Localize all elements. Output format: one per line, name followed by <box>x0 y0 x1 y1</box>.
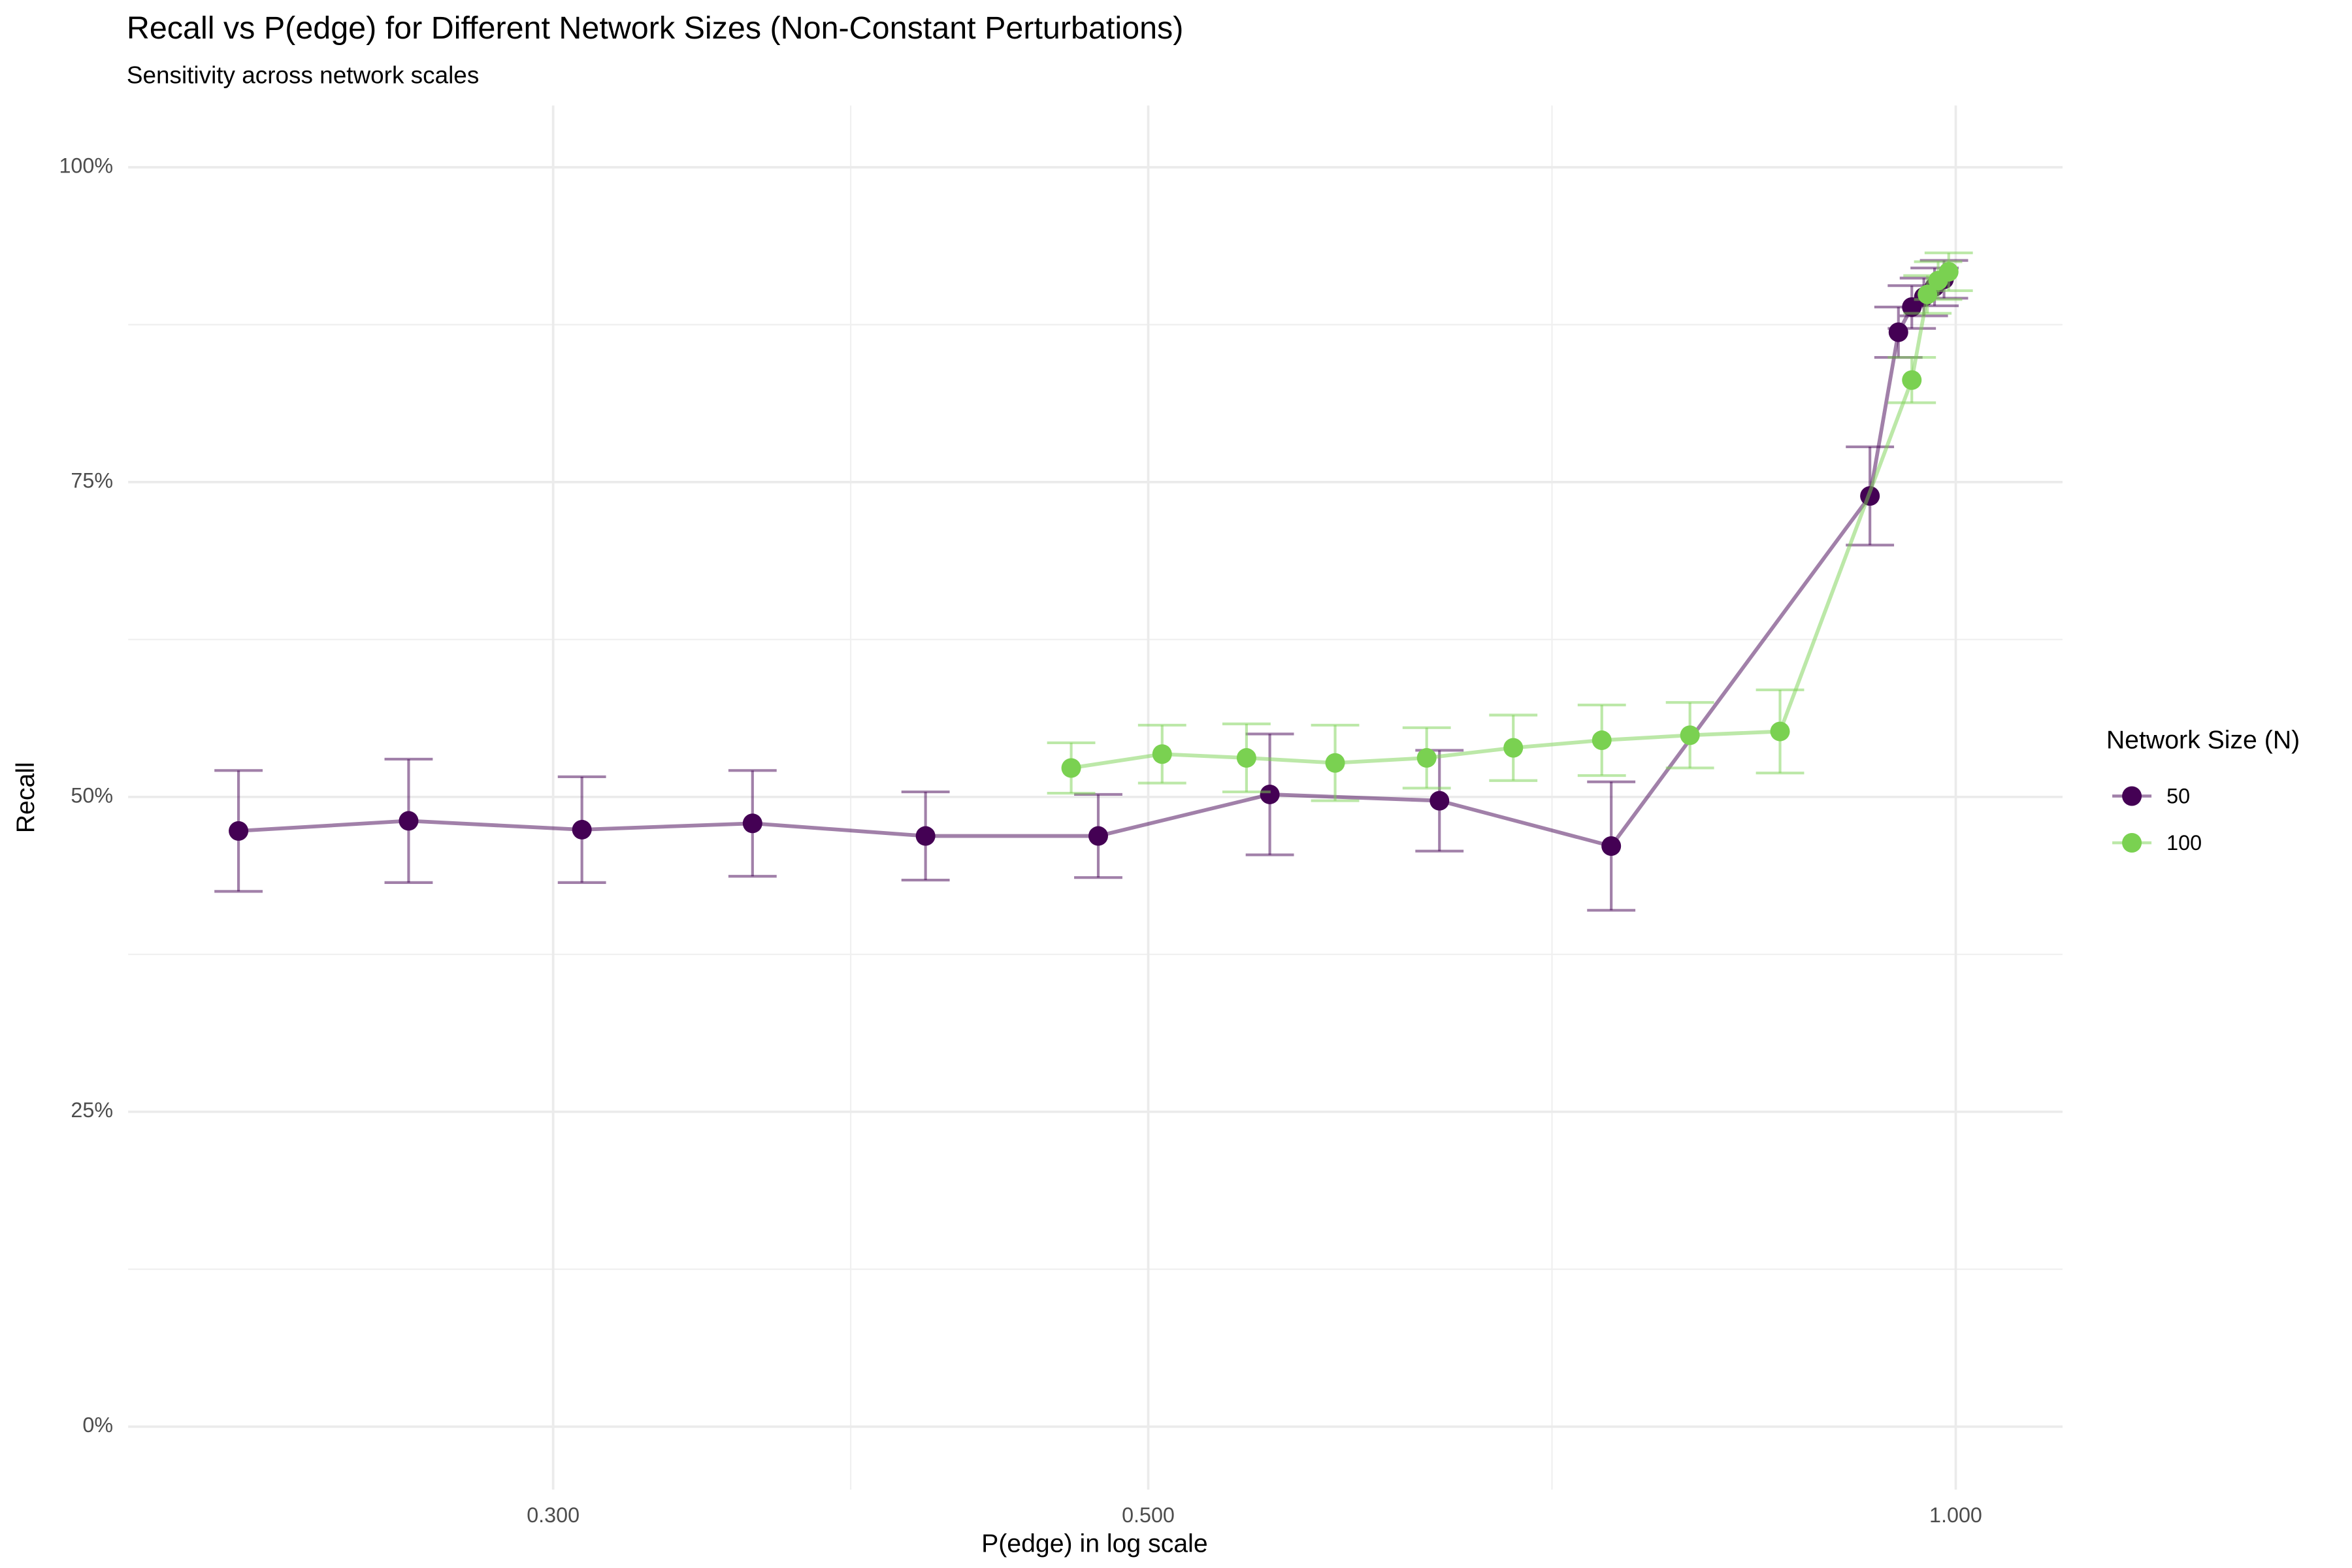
legend-key-point <box>2122 786 2142 806</box>
x-tick-label: 0.500 <box>1122 1503 1175 1527</box>
point <box>1416 748 1437 768</box>
x-axis-label: P(edge) in log scale <box>981 1529 1208 1558</box>
point <box>1061 758 1081 778</box>
y-tick-label: 75% <box>71 468 113 492</box>
x-tick-label: 1.000 <box>1929 1503 1982 1527</box>
point <box>1680 725 1700 745</box>
point <box>399 811 419 831</box>
series-line <box>1071 270 1950 770</box>
chart-title: Recall vs P(edge) for Different Network … <box>127 10 1184 46</box>
y-tick-label: 50% <box>71 783 113 807</box>
point <box>1888 322 1908 342</box>
point <box>229 821 249 841</box>
point <box>1770 721 1790 742</box>
x-tick-label: 0.300 <box>527 1503 580 1527</box>
series-0 <box>214 259 1968 912</box>
point <box>1592 730 1612 751</box>
chart-subtitle: Sensitivity across network scales <box>127 61 479 88</box>
point <box>1152 744 1172 764</box>
point <box>1938 261 1959 282</box>
point <box>1902 370 1922 390</box>
point <box>1918 284 1938 304</box>
y-tick-label: 25% <box>71 1098 113 1122</box>
point <box>1260 784 1280 804</box>
legend-key-point <box>2122 833 2142 853</box>
legend-title: Network Size (N) <box>2106 726 2300 755</box>
y-axis-label: Recall <box>11 762 40 833</box>
point <box>1429 791 1450 811</box>
series-line <box>238 278 1946 849</box>
legend-label: 50 <box>2166 784 2190 808</box>
grid <box>128 105 2063 1490</box>
point <box>1601 836 1622 856</box>
legend-label: 100 <box>2166 831 2202 855</box>
series-1 <box>1047 251 1973 802</box>
point <box>572 819 592 840</box>
point <box>1325 753 1345 773</box>
point <box>1088 826 1108 846</box>
point <box>1503 738 1524 758</box>
y-tick-label: 0% <box>82 1413 113 1437</box>
point <box>742 813 762 834</box>
y-tick-label: 100% <box>59 154 113 178</box>
point <box>915 826 936 846</box>
point <box>1236 748 1256 768</box>
